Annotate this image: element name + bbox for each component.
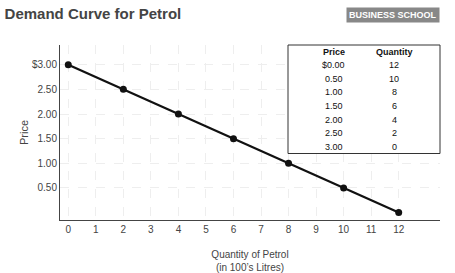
svg-text:1.50: 1.50 [325,101,343,111]
svg-text:6: 6 [231,224,237,235]
svg-text:0.50: 0.50 [325,74,343,84]
svg-text:1.00: 1.00 [38,158,58,169]
svg-text:$3.00: $3.00 [32,59,57,70]
svg-text:11: 11 [366,224,377,235]
svg-text:12: 12 [389,60,399,70]
svg-text:3.00: 3.00 [325,142,343,152]
svg-text:Quantity: Quantity [376,47,413,57]
svg-text:0: 0 [65,224,71,235]
svg-text:Price: Price [18,120,30,145]
svg-text:12: 12 [393,224,405,235]
svg-text:5: 5 [203,224,209,235]
svg-text:1.00: 1.00 [325,87,343,97]
svg-text:BUSINESS SCHOOL: BUSINESS SCHOOL [349,10,437,20]
svg-text:Price: Price [323,47,345,57]
svg-text:2.00: 2.00 [38,109,58,120]
svg-text:8: 8 [286,224,292,235]
svg-text:1.50: 1.50 [38,133,58,144]
svg-text:8: 8 [392,87,397,97]
svg-text:1: 1 [93,224,99,235]
svg-text:0.50: 0.50 [38,182,58,193]
svg-text:2: 2 [392,128,397,138]
svg-text:2: 2 [121,224,127,235]
svg-text:2.50: 2.50 [38,84,58,95]
svg-text:4: 4 [176,224,182,235]
svg-text:10: 10 [389,74,399,84]
svg-text:9: 9 [313,224,319,235]
svg-text:$0.00: $0.00 [322,60,345,70]
svg-text:6: 6 [392,101,397,111]
svg-text:7: 7 [258,224,264,235]
svg-text:10: 10 [338,224,350,235]
svg-text:Quantity of Petrol(in 100’s Li: Quantity of Petrol(in 100’s Litres) [211,249,288,273]
svg-text:2.00: 2.00 [325,115,343,125]
svg-text:3: 3 [148,224,154,235]
svg-text:0: 0 [392,142,397,152]
svg-text:4: 4 [392,115,397,125]
svg-text:2.50: 2.50 [325,128,343,138]
svg-text:Demand Curve for Petrol: Demand Curve for Petrol [5,5,182,22]
